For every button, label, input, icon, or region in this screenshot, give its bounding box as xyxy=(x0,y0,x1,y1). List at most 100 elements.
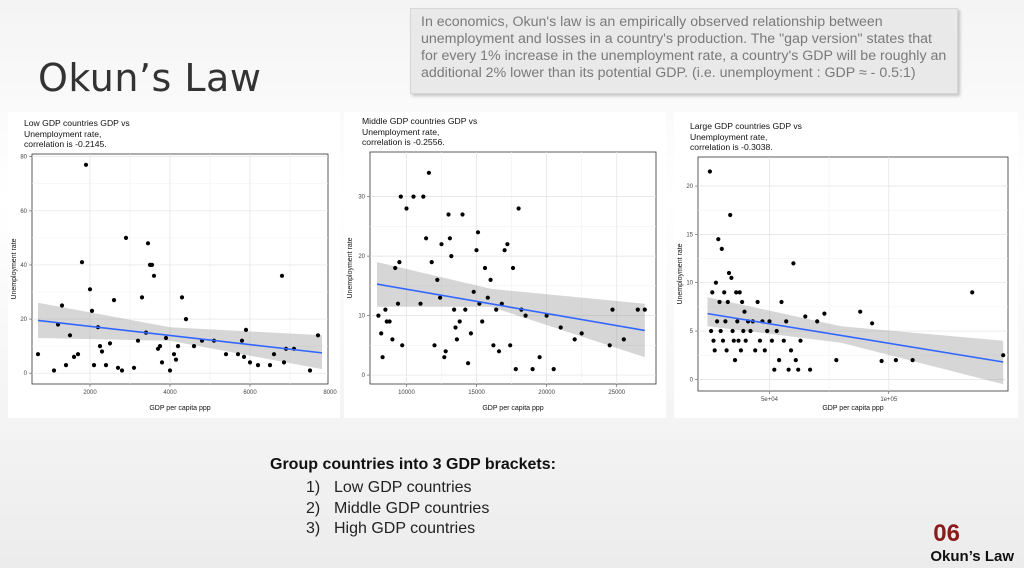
data-point xyxy=(709,328,714,334)
data-point xyxy=(741,328,746,334)
data-point xyxy=(716,237,721,242)
data-point xyxy=(722,290,727,295)
data-point xyxy=(815,319,820,324)
data-point xyxy=(742,309,747,314)
data-point xyxy=(530,367,535,372)
data-point xyxy=(447,236,452,241)
data-point xyxy=(453,325,458,330)
x-tick-label: 8000 xyxy=(323,390,337,396)
data-point xyxy=(449,254,454,259)
data-point xyxy=(435,277,440,282)
data-point xyxy=(171,352,177,357)
data-point xyxy=(870,321,875,326)
data-point xyxy=(710,290,715,295)
data-point xyxy=(730,328,735,334)
data-point xyxy=(711,338,716,343)
data-point xyxy=(808,367,813,372)
data-point xyxy=(488,277,493,282)
x-tick-label: 15000 xyxy=(468,390,485,396)
data-point xyxy=(446,212,451,217)
data-point xyxy=(424,236,429,241)
data-point xyxy=(753,348,758,353)
data-point xyxy=(443,349,448,354)
data-point xyxy=(726,270,732,276)
data-point xyxy=(786,367,791,372)
data-point xyxy=(115,365,121,370)
data-point xyxy=(579,331,584,336)
data-point xyxy=(796,367,801,372)
data-point xyxy=(728,212,733,218)
data-point xyxy=(439,242,444,247)
data-point xyxy=(729,275,734,280)
regression-line xyxy=(37,319,323,354)
data-point xyxy=(523,313,528,318)
data-point xyxy=(307,368,313,373)
data-point xyxy=(858,309,863,314)
data-point xyxy=(502,248,507,253)
x-tick-label: 20000 xyxy=(538,390,555,396)
data-point xyxy=(1001,353,1006,358)
data-point xyxy=(607,343,612,348)
data-point xyxy=(748,328,753,334)
regression-line xyxy=(376,283,645,332)
data-point xyxy=(429,260,434,265)
y-tick-label: 20 xyxy=(686,184,693,190)
data-point xyxy=(243,327,249,332)
data-point xyxy=(390,337,395,342)
y-tick-label: 15 xyxy=(686,232,693,238)
data-point xyxy=(717,299,722,305)
data-point xyxy=(793,358,798,363)
data-point xyxy=(139,295,145,300)
y-tick-label: 30 xyxy=(358,195,365,201)
middle-gdp-chart-panel: 10000 15000 20000 25000 0 10 20 30 GDP per capit… xyxy=(344,112,666,418)
data-point xyxy=(485,295,490,300)
data-point xyxy=(63,363,69,368)
data-point xyxy=(769,338,774,343)
y-axis-title: Unemployment rate xyxy=(11,238,18,299)
data-point xyxy=(400,343,405,348)
large-gdp-scatter-plot: 5e+04 1e+05 0 5 10 15 20 GDP per capita ppp Unem… xyxy=(677,156,1009,412)
data-point xyxy=(418,301,423,306)
data-point xyxy=(241,354,247,359)
data-point xyxy=(779,299,784,305)
data-point xyxy=(111,298,117,303)
data-point xyxy=(642,307,647,312)
slide-number: 06 xyxy=(933,520,960,547)
data-point xyxy=(167,368,173,373)
data-point xyxy=(173,357,179,362)
data-point xyxy=(762,348,767,353)
x-tick-label: 4000 xyxy=(163,390,177,396)
data-point xyxy=(474,248,479,253)
data-point xyxy=(491,343,496,348)
y-tick-label: 10 xyxy=(686,281,693,287)
data-point xyxy=(513,367,518,372)
data-point xyxy=(315,333,321,338)
data-point xyxy=(834,358,839,363)
data-point xyxy=(791,261,796,266)
data-point xyxy=(89,308,95,313)
low-gdp-chart-title: Low GDP countries GDP vs Unemployment ra… xyxy=(24,118,130,150)
bracket-label: Low GDP countries xyxy=(334,479,472,496)
data-point xyxy=(551,367,556,372)
large-gdp-chart-panel: 5e+04 1e+05 0 5 10 15 20 GDP per capita ppp Unem… xyxy=(674,112,1018,418)
plot-area xyxy=(697,156,1009,392)
data-point xyxy=(75,352,81,357)
data-point xyxy=(482,265,488,271)
data-point xyxy=(442,355,447,360)
x-tick-label: 25000 xyxy=(608,390,625,396)
x-tick-label: 10000 xyxy=(398,390,415,396)
data-point xyxy=(743,338,748,343)
data-point xyxy=(59,303,65,308)
data-point xyxy=(255,363,261,368)
bracket-item-low: 1) Low GDP countries xyxy=(306,478,590,499)
data-point xyxy=(247,360,253,365)
data-point xyxy=(719,246,724,251)
data-point xyxy=(496,349,502,354)
data-point xyxy=(99,349,105,354)
data-point xyxy=(755,299,760,305)
x-tick-label: 6000 xyxy=(243,390,257,396)
data-point xyxy=(475,230,481,235)
x-axis-title: GDP per capita ppp xyxy=(822,405,883,412)
x-axis-title: GDP per capita ppp xyxy=(149,405,210,412)
data-point xyxy=(159,360,165,365)
